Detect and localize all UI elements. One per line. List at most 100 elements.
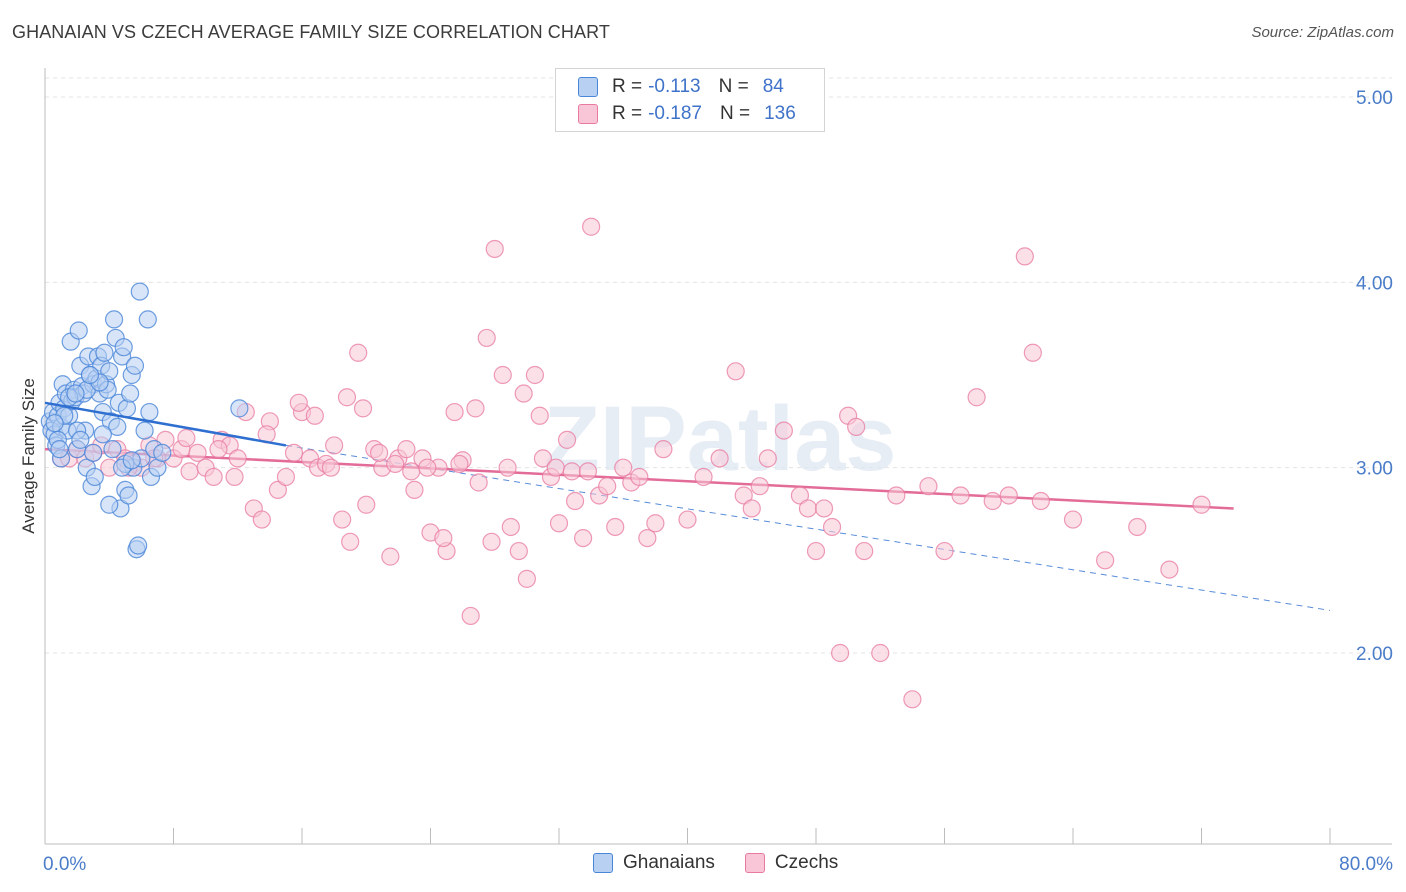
czech-point [509,541,528,561]
czech-point [325,436,344,455]
czech-point [501,517,520,537]
czech-point [525,365,545,385]
czech-point [614,458,633,477]
czech-point [341,532,360,551]
ghanaian-point [104,310,124,329]
czech-point [638,528,657,548]
czech-point [289,393,308,412]
czech-point [951,486,970,505]
czech-point [903,690,922,709]
czech-point [565,491,585,511]
czech-point [710,449,729,468]
czech-point [983,491,1002,511]
y-axis-label: Average Family Size [19,378,38,534]
czech-point [188,443,207,462]
ghanaian-point [84,443,103,462]
ghanaian-point [108,417,127,436]
czech-point [562,462,581,481]
ghanaian-point [129,536,148,555]
czech-point [381,547,400,566]
ghanaian-points [40,282,249,559]
axes [44,68,1392,845]
czech-point [606,517,625,537]
czech-point [284,443,304,462]
czech-point [758,449,777,468]
czech-point [268,480,288,500]
czech-point [252,510,271,529]
czech-point [871,643,890,663]
czech-point [1015,247,1034,266]
ghanaian-point [80,365,100,385]
czech-point [450,454,469,474]
y-tick-label: 5.00 [1356,88,1393,109]
legend-swatch-pink [744,853,765,873]
legend-item-czechs[interactable]: Czechs [744,852,839,874]
czech-point [935,541,954,561]
czech-point [1192,495,1211,514]
y-tick-label: 4.00 [1356,273,1393,294]
czech-point [434,528,453,548]
czech-point [750,477,769,496]
ghanaian-point [71,430,90,449]
czech-point [482,532,501,551]
ghanaian-point [153,443,172,462]
czech-point [578,462,598,481]
legend-n-value: 136 [764,103,796,124]
legend-row-czechs: R = -0.187 N = 136 [578,101,796,127]
czech-point [445,402,464,422]
legend-label: Ghanaians [623,852,715,873]
ghanaian-point [119,486,138,505]
czech-point [305,406,324,425]
legend-item-ghanaians[interactable]: Ghanaians [593,852,715,874]
czech-point [726,362,745,381]
ghanaian-point [117,399,137,418]
czech-point [321,458,341,477]
czech-point [209,440,228,459]
x-tick-label: 0.0% [43,854,86,875]
czech-point [646,514,665,533]
czech-point [405,480,424,500]
czech-point [814,499,834,518]
czech-point [694,467,713,487]
czech-point [418,458,437,477]
chart-title: GHANAIAN VS CZECH AVERAGE FAMILY SIZE CO… [12,22,610,42]
czech-point [370,443,389,462]
ghanaian-point [121,384,140,403]
tick-labels: 2.00 3.00 4.00 5.00 0.0% 80.0% [43,88,1393,875]
czech-point [999,486,1018,505]
ghanaian-point [138,310,157,329]
czech-point [225,467,244,487]
czech-point [357,495,376,514]
czech-point [397,440,416,459]
legend-swatch-blue [593,853,613,873]
czech-point [774,421,793,440]
gridlines [45,77,1392,654]
ghanaian-point [45,414,64,433]
czech-point [533,449,553,468]
czech-point [466,399,485,418]
legend-swatch-pink [578,104,598,124]
x-tick-label: 80.0% [1339,854,1393,875]
czech-point [855,541,874,561]
czech-point [967,388,986,407]
czech-point [228,449,247,468]
czech-point [654,440,673,459]
czech-point [530,406,549,425]
ghanaian-point [122,451,141,470]
czech-point [469,473,488,492]
legend-swatch-blue [578,77,598,97]
czech-point [790,486,810,505]
czech-point [349,343,368,362]
czech-point [798,499,818,518]
ghanaian-point [93,425,112,444]
czech-point [498,458,517,477]
ghanaian-point [100,495,119,514]
czech-point [1023,343,1042,362]
czech-point [1031,491,1050,511]
czech-point [582,217,601,236]
ghanaian-point [95,343,114,362]
ghanaian-point [140,402,159,422]
legend-label: Czechs [774,852,839,873]
czech-point [180,462,199,481]
ghanaian-point [135,421,154,440]
